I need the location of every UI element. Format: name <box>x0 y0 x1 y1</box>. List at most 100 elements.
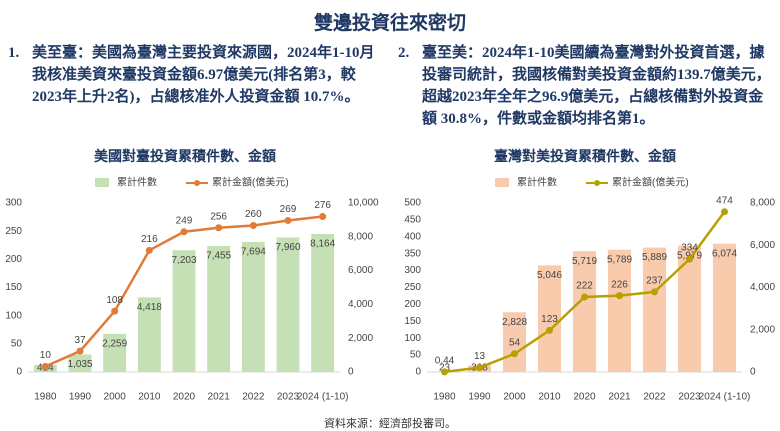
line-value-label: 256 <box>210 211 227 222</box>
x-tick-label: 2023 <box>678 392 701 403</box>
y-tick-label: 0 <box>16 367 22 378</box>
line-point <box>651 288 658 296</box>
line-point <box>581 293 588 301</box>
x-tick-label: 2021 <box>608 392 631 403</box>
line-value-label: 474 <box>716 195 733 206</box>
bar <box>276 237 300 372</box>
y2-tick-label: 2,000 <box>348 333 373 344</box>
line-point <box>686 255 693 263</box>
y-tick-label: 100 <box>404 333 421 344</box>
paragraph-text: 臺至美：2024年1-10美國續為臺灣對外投資首選，據投審司統計，我國核備對美投… <box>422 45 771 127</box>
y-tick-label: 200 <box>5 254 22 265</box>
line-value-label: 37 <box>74 335 86 346</box>
bar <box>642 247 667 372</box>
paragraph-number: 2. <box>398 45 410 61</box>
line-point <box>111 307 119 315</box>
bar-value-label: 2,828 <box>502 317 527 328</box>
paragraph: 1. 美至臺：美國為臺灣主要投資來源國，2024年1-10月我核准美資來臺投資金… <box>8 42 376 108</box>
chart-title: 臺灣對美投資累積件數、金額 <box>494 148 676 165</box>
line-value-label: 249 <box>176 215 193 226</box>
paragraph-number: 1. <box>8 45 20 61</box>
y-tick-label: 250 <box>404 282 421 293</box>
y2-tick-label: 8,000 <box>750 198 775 209</box>
line-value-label: 269 <box>280 204 297 215</box>
line-value-label: 54 <box>509 337 521 348</box>
legend-label: 累計金額(億美元) <box>212 176 289 189</box>
line-value-label: 10 <box>40 350 52 361</box>
line-value-label: 123 <box>541 314 558 325</box>
x-tick-label: 2020 <box>173 392 196 403</box>
x-tick-label: 2000 <box>503 392 526 403</box>
x-tick-label: 1980 <box>34 392 57 403</box>
line-point <box>41 362 49 370</box>
x-tick-label: 2021 <box>208 392 231 403</box>
y2-tick-label: 6,000 <box>348 265 373 276</box>
line-point <box>284 216 292 224</box>
x-tick-label: 2024 (1-10) <box>297 392 349 403</box>
bar <box>207 246 231 372</box>
y2-tick-label: 2,000 <box>750 324 775 335</box>
line-value-label: 260 <box>245 209 262 220</box>
line-value-label: 108 <box>106 295 123 306</box>
x-tick-label: 1990 <box>69 392 92 403</box>
y2-tick-label: 8,000 <box>348 231 373 242</box>
line-value-label: 237 <box>646 276 663 287</box>
bar <box>137 297 161 372</box>
y-tick-label: 500 <box>404 198 421 209</box>
x-tick-label: 2010 <box>538 392 561 403</box>
y-tick-label: 350 <box>404 248 421 259</box>
line-point <box>180 228 188 236</box>
x-tick-label: 2022 <box>242 392 265 403</box>
bar <box>537 265 562 372</box>
source: 資料來源：經濟部投審司。 <box>324 418 456 430</box>
y-tick-label: 450 <box>404 215 421 226</box>
chart-title: 美國對臺投資累積件數、金額 <box>94 148 276 165</box>
line-value-label: 0.44 <box>435 355 455 366</box>
x-tick-label: 2022 <box>643 392 666 403</box>
y-tick-label: 150 <box>404 316 421 327</box>
legend-label: 累計件數 <box>517 176 557 189</box>
y2-tick-label: 0 <box>750 367 756 378</box>
line-value-label: 13 <box>474 351 486 362</box>
x-tick-label: 2000 <box>104 392 127 403</box>
line-point <box>319 213 327 221</box>
paragraph: 2. 臺至美：2024年1-10美國續為臺灣對外投資首選，據投審司統計，我國核備… <box>398 42 772 130</box>
paragraph-text: 美至臺：美國為臺灣主要投資來源國，2024年1-10月我核准美資來臺投資金額6.… <box>32 45 375 105</box>
slide-title: 雙邊投資往來密切 <box>313 13 466 34</box>
legend-swatch <box>495 178 509 187</box>
x-tick-label: 1980 <box>433 392 456 403</box>
line-point <box>476 364 483 372</box>
line-value-label: 216 <box>141 234 158 245</box>
line-point <box>441 368 448 376</box>
line-point <box>145 246 153 254</box>
y-tick-label: 300 <box>404 265 421 276</box>
bar <box>103 333 127 372</box>
line-point <box>215 224 223 232</box>
bar-value-label: 8,164 <box>310 239 335 250</box>
y2-tick-label: 0 <box>348 367 354 378</box>
line-point <box>511 350 518 358</box>
bar <box>677 245 702 372</box>
x-tick-label: 2023 <box>277 392 300 403</box>
x-tick-label: 2020 <box>573 392 596 403</box>
bar <box>241 241 265 372</box>
bar-value-label: 23 <box>439 363 451 374</box>
line-point <box>249 222 257 230</box>
bar <box>712 243 737 372</box>
line-value-label: 222 <box>576 281 593 292</box>
line-point <box>546 326 553 334</box>
y2-tick-label: 4,000 <box>348 299 373 310</box>
line-point <box>721 208 728 216</box>
y-tick-label: 50 <box>410 350 422 361</box>
bar-value-label: 4,418 <box>137 302 162 313</box>
bar-value-label: 5,889 <box>642 252 667 263</box>
y-tick-label: 50 <box>11 338 23 349</box>
bar-value-label: 2,259 <box>102 338 127 349</box>
bar <box>572 251 597 372</box>
bar-value-label: 7,203 <box>171 255 196 266</box>
bar <box>607 249 632 372</box>
y2-tick-label: 10,000 <box>348 198 379 209</box>
bar-value-label: 6,074 <box>712 248 737 259</box>
